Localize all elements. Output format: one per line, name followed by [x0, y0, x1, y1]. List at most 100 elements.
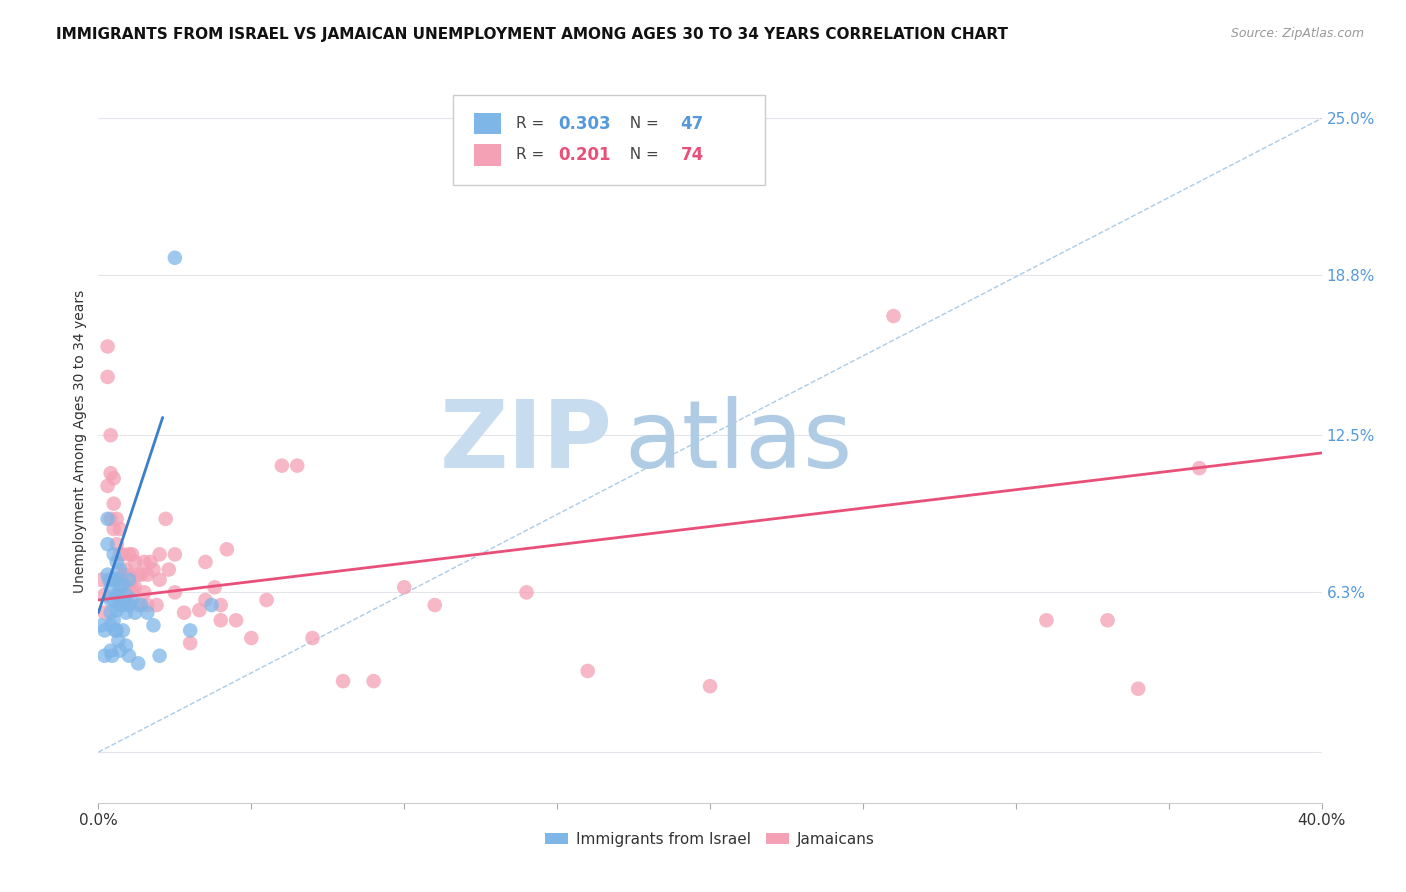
- Point: [1128, 681, 1150, 696]
- Point: [115, 606, 138, 620]
- Point: [107, 633, 129, 648]
- Point: [139, 555, 162, 569]
- Point: [209, 598, 232, 612]
- Point: [179, 624, 201, 638]
- FancyBboxPatch shape: [453, 95, 765, 185]
- Point: [516, 585, 538, 599]
- Point: [93, 648, 115, 663]
- Point: [163, 585, 186, 599]
- Point: [134, 555, 156, 569]
- Point: [100, 512, 122, 526]
- Point: [301, 631, 323, 645]
- Text: 0.201: 0.201: [558, 145, 610, 164]
- Point: [200, 598, 222, 612]
- Point: [115, 593, 138, 607]
- Point: [105, 603, 128, 617]
- Point: [105, 555, 128, 569]
- Point: [108, 547, 131, 561]
- Text: 0.303: 0.303: [558, 115, 612, 133]
- Point: [121, 547, 143, 561]
- Point: [163, 251, 186, 265]
- Point: [105, 624, 128, 638]
- Point: [149, 648, 172, 663]
- Point: [209, 613, 232, 627]
- Point: [103, 613, 125, 627]
- Point: [118, 580, 141, 594]
- Point: [194, 593, 217, 607]
- Point: [115, 588, 138, 602]
- Point: [111, 624, 134, 638]
- Point: [101, 648, 124, 663]
- Point: [104, 624, 127, 638]
- Point: [100, 428, 122, 442]
- Point: [105, 573, 128, 587]
- Point: [118, 567, 141, 582]
- Text: Source: ZipAtlas.com: Source: ZipAtlas.com: [1230, 27, 1364, 40]
- Point: [105, 573, 128, 587]
- Point: [93, 606, 115, 620]
- Point: [163, 547, 186, 561]
- Point: [204, 580, 226, 594]
- Point: [103, 471, 125, 485]
- Point: [97, 339, 120, 353]
- Point: [1188, 461, 1211, 475]
- Point: [124, 606, 146, 620]
- Point: [90, 618, 112, 632]
- Point: [121, 593, 143, 607]
- Point: [129, 567, 152, 582]
- Point: [124, 555, 146, 569]
- Point: [883, 309, 905, 323]
- Point: [194, 555, 217, 569]
- Point: [108, 582, 131, 597]
- Text: R =: R =: [516, 116, 548, 131]
- Point: [136, 606, 159, 620]
- Point: [115, 639, 138, 653]
- Legend: Immigrants from Israel, Jamaicans: Immigrants from Israel, Jamaicans: [540, 826, 880, 853]
- Point: [225, 613, 247, 627]
- Point: [108, 522, 131, 536]
- Point: [392, 580, 416, 594]
- Point: [188, 603, 211, 617]
- Point: [118, 573, 141, 587]
- Point: [108, 643, 131, 657]
- Point: [155, 512, 177, 526]
- Y-axis label: Unemployment Among Ages 30 to 34 years: Unemployment Among Ages 30 to 34 years: [73, 290, 87, 593]
- Point: [97, 537, 120, 551]
- Point: [699, 679, 721, 693]
- Point: [270, 458, 292, 473]
- Point: [111, 567, 134, 582]
- Point: [118, 598, 141, 612]
- Point: [93, 624, 115, 638]
- Point: [100, 593, 122, 607]
- Point: [423, 598, 446, 612]
- Point: [105, 537, 128, 551]
- Point: [111, 547, 134, 561]
- Bar: [474, 112, 501, 135]
- Text: ZIP: ZIP: [439, 395, 612, 488]
- Point: [103, 522, 125, 536]
- Point: [142, 618, 165, 632]
- Point: [136, 567, 159, 582]
- Point: [142, 563, 165, 577]
- Point: [100, 606, 122, 620]
- Point: [124, 580, 146, 594]
- Point: [136, 598, 159, 612]
- Point: [134, 585, 156, 599]
- Point: [127, 567, 149, 582]
- Point: [105, 588, 128, 602]
- Point: [256, 593, 278, 607]
- Point: [576, 664, 599, 678]
- Point: [103, 593, 125, 607]
- Point: [97, 479, 120, 493]
- Point: [118, 648, 141, 663]
- Point: [179, 636, 201, 650]
- Point: [1097, 613, 1119, 627]
- Point: [103, 573, 125, 587]
- Point: [98, 573, 121, 587]
- Point: [108, 563, 131, 577]
- Point: [97, 370, 120, 384]
- Point: [105, 512, 128, 526]
- Text: 74: 74: [681, 145, 704, 164]
- Text: IMMIGRANTS FROM ISRAEL VS JAMAICAN UNEMPLOYMENT AMONG AGES 30 TO 34 YEARS CORREL: IMMIGRANTS FROM ISRAEL VS JAMAICAN UNEMP…: [56, 27, 1008, 42]
- Point: [285, 458, 308, 473]
